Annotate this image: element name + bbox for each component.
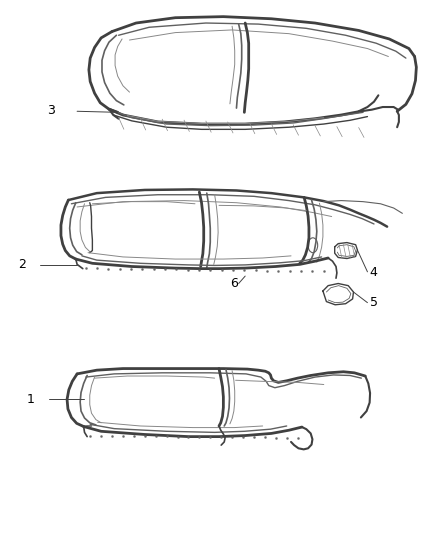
Text: 3: 3 xyxy=(47,104,55,117)
Text: 1: 1 xyxy=(26,393,34,406)
Text: 6: 6 xyxy=(230,277,238,290)
Text: 2: 2 xyxy=(18,259,26,271)
Text: 4: 4 xyxy=(370,266,378,279)
Text: 5: 5 xyxy=(370,296,378,309)
